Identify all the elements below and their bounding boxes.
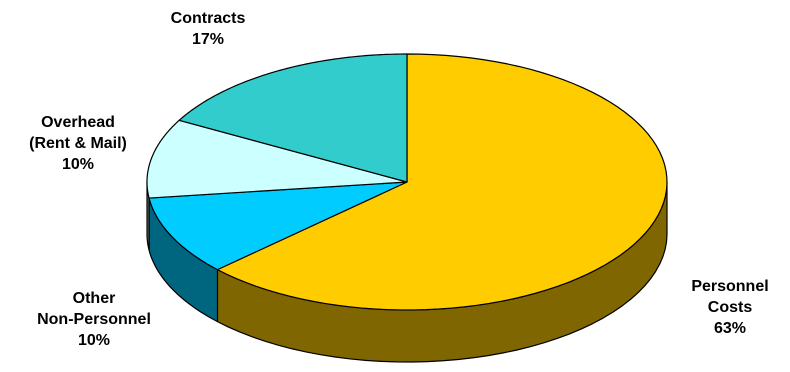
pie-top-faces <box>146 53 668 311</box>
pie-slice-overhead-rent-mail <box>146 119 408 199</box>
pie-slice-contracts <box>178 53 408 183</box>
slice-label-personnel-costs: Personnel Costs 63% <box>691 278 769 337</box>
pie-slice-other-non-personnel <box>148 181 408 271</box>
slice-label-contracts: Contracts 17% <box>170 10 246 48</box>
slice-label-other-non-personnel: Other Non-Personnel 10% <box>37 290 151 349</box>
slice-label-overhead: Overhead (Rent & Mail) 10% <box>29 114 127 173</box>
pie-slice-personnel-costs <box>216 53 668 311</box>
